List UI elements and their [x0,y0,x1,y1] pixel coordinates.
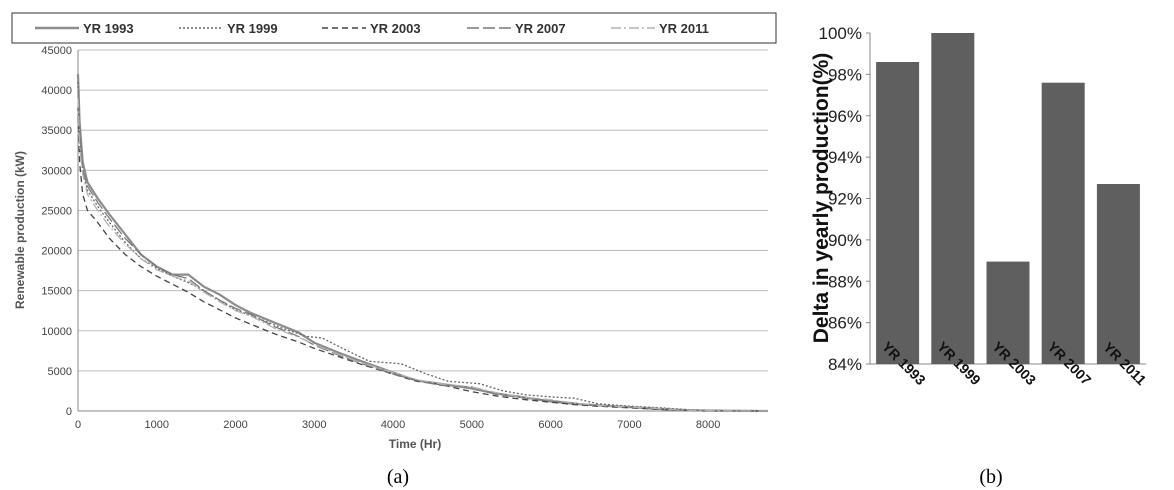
bar-yr-1993 [876,62,920,364]
y-tick-label: 10000 [41,326,72,338]
x-tick-label: 7000 [617,419,641,431]
y-tick-label: 90% [828,231,862,250]
x-tick-label: 2000 [223,419,247,431]
legend-label-yr-1993: YR 1993 [83,21,134,36]
legend-label-yr-2011: YR 2011 [659,21,709,36]
panel-b-caption: (b) [979,466,1002,488]
y-tick-label: 92% [828,190,862,209]
y-tick-label: 20000 [41,246,72,258]
x-tick-label: 3000 [302,419,326,431]
bar-yr-2011 [1096,184,1140,364]
panel-a-caption: (a) [387,466,409,488]
y-tick-label: 40000 [41,85,72,97]
x-tick-label: 1000 [145,419,169,431]
legend-label-yr-1999: YR 1999 [227,21,278,36]
y-tick-label: 86% [828,314,862,333]
bar-chart-y-tick-labels: 84% 86% 88% 90% 92% 94% 96% 98% 100% [819,24,870,374]
series-line-yr-2003 [77,106,769,412]
y-tick-label: 84% [828,355,862,374]
y-tick-label: 30000 [41,165,72,177]
y-tick-label: 15000 [41,286,72,298]
series-line-yr-1993 [76,74,769,413]
bar-chart-bars [876,33,1140,364]
bar-chart-panel: 84%86%88%90%92%94%96%98%100% YR 1993 YR 1… [810,24,1150,488]
bar-yr-2007 [1041,82,1085,364]
line-chart-gridlines [78,49,768,372]
line-chart-series [76,74,769,413]
x-tick-label: 0 [75,419,81,431]
bar-chart-y-axis-title: Delta in yearly production(%) [810,53,833,344]
x-tick-label: 8000 [696,419,720,431]
line-chart-y-tick-labels: 0 5000 10000 15000 20000 25000 30000 35000 40000… [41,45,72,418]
y-tick-label: 94% [828,148,862,167]
y-tick-label: 35000 [41,125,72,137]
x-tick-label: 5000 [460,419,484,431]
y-tick-label: 96% [828,107,862,126]
series-line-yr-2011 [77,98,769,412]
legend-label-yr-2003: YR 2003 [370,21,421,36]
y-tick-label: 98% [828,65,862,84]
x-tick-label: 6000 [538,419,562,431]
y-tick-label: 0 [66,406,72,418]
y-tick-label: 45000 [41,45,72,57]
bar-yr-2003 [986,261,1030,364]
y-tick-label: 5000 [48,366,72,378]
series-line-yr-1999 [77,82,769,412]
line-chart-panel: 0500010000150002000025000300003500040000… [11,12,777,488]
line-chart-legend: YR 1993 YR 1999 YR 2003 YR 2007 YR 2011 [35,21,709,36]
line-chart-y-axis-title: Renewable production (kW) [13,151,27,309]
y-tick-label: 25000 [41,205,72,217]
legend-label-yr-2007: YR 2007 [515,21,566,36]
x-tick-label: 4000 [381,419,405,431]
y-tick-label: 100% [819,24,862,43]
line-chart-x-tick-labels: 0 1000 2000 3000 4000 5000 6000 7000 8000 [75,419,720,431]
line-chart-x-axis-title: Time (Hr) [389,437,441,451]
bar-yr-1999 [931,33,975,364]
y-tick-label: 88% [828,272,862,291]
